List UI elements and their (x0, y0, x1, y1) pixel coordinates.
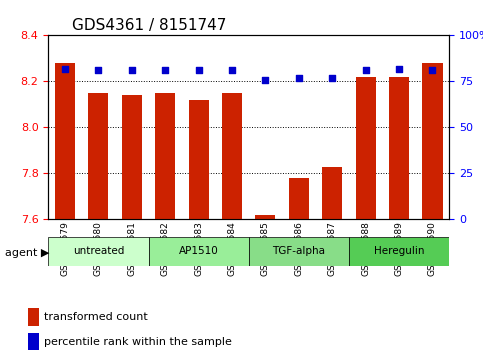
Point (328, 75, 336, 81)
FancyBboxPatch shape (48, 237, 149, 266)
Point (161, 68, 169, 73)
Text: Heregulin: Heregulin (374, 246, 425, 256)
Bar (355, 77, 376, 219)
FancyBboxPatch shape (349, 237, 449, 266)
Bar (28, 308, 40, 326)
FancyBboxPatch shape (149, 237, 249, 266)
Bar (28, 333, 40, 350)
Bar (55, 63, 75, 219)
Bar (256, 215, 275, 219)
Point (262, 77, 270, 82)
Bar (189, 100, 209, 219)
Point (228, 68, 236, 73)
Text: TGF-alpha: TGF-alpha (272, 246, 326, 256)
Bar (88, 93, 109, 219)
Bar (322, 166, 342, 219)
Bar (389, 77, 409, 219)
FancyBboxPatch shape (249, 237, 349, 266)
Text: transformed count: transformed count (44, 312, 147, 322)
Point (95, 68, 102, 73)
Point (362, 68, 369, 73)
Point (395, 66, 403, 72)
Point (428, 68, 436, 73)
Point (195, 68, 202, 73)
Bar (155, 93, 175, 219)
Bar (289, 178, 309, 219)
Bar (423, 63, 442, 219)
Text: untreated: untreated (73, 246, 124, 256)
Text: percentile rank within the sample: percentile rank within the sample (44, 337, 231, 347)
Text: agent ▶: agent ▶ (5, 248, 49, 258)
Bar (122, 95, 142, 219)
Point (295, 75, 303, 81)
Point (61, 66, 69, 72)
Point (128, 68, 136, 73)
Text: AP1510: AP1510 (179, 246, 218, 256)
Text: GDS4361 / 8151747: GDS4361 / 8151747 (72, 18, 227, 33)
Bar (222, 93, 242, 219)
